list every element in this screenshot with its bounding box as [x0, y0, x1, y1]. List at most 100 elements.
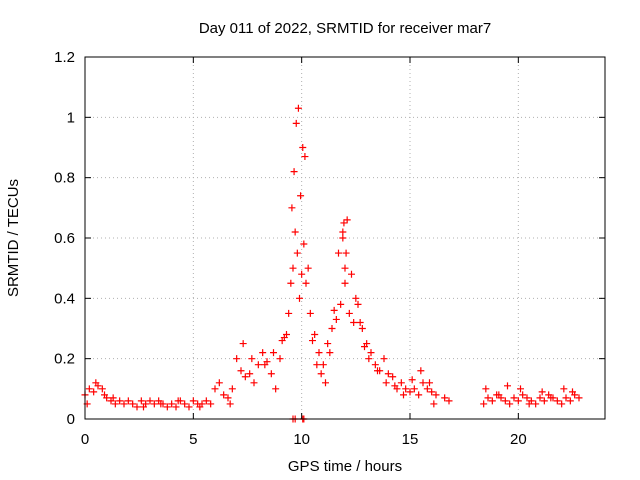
x-tick-label: 20 — [510, 431, 527, 448]
data-point — [423, 385, 431, 393]
x-tick-label: 15 — [402, 431, 419, 448]
y-tick-label: 0.8 — [54, 170, 75, 187]
data-point — [174, 397, 182, 405]
data-point — [538, 388, 546, 396]
data-point — [484, 394, 492, 402]
data-point — [367, 349, 375, 357]
data-point — [384, 370, 392, 378]
data-point — [293, 249, 301, 257]
data-point — [116, 397, 124, 405]
x-tick-label: 5 — [189, 431, 197, 448]
data-point — [417, 367, 425, 375]
data-point — [480, 400, 488, 408]
data-point — [241, 373, 249, 381]
data-point — [332, 315, 340, 323]
data-point — [558, 400, 566, 408]
data-point — [504, 382, 511, 390]
y-axis-title: SRMTID / TECUs — [5, 179, 22, 297]
data-point — [146, 397, 154, 405]
data-point — [140, 403, 147, 411]
data-point — [415, 391, 423, 399]
data-point — [569, 388, 576, 396]
data-point — [352, 294, 360, 302]
data-point — [285, 309, 293, 317]
data-point — [133, 403, 141, 411]
data-point — [301, 153, 309, 161]
data-point — [510, 394, 518, 402]
data-point — [85, 385, 93, 393]
data-point — [296, 294, 303, 302]
data-point — [365, 355, 373, 363]
data-point — [397, 379, 405, 387]
data-point — [348, 270, 355, 278]
data-point — [287, 279, 295, 287]
data-point — [317, 370, 325, 378]
data-point — [501, 397, 509, 405]
data-point — [313, 361, 321, 369]
data-point — [300, 240, 308, 248]
data-point — [315, 349, 323, 357]
data-point — [374, 367, 381, 375]
data-point — [246, 370, 254, 378]
chart-title: Day 011 of 2022, SRMTID for receiver mar… — [199, 20, 491, 37]
y-tick-label: 1.2 — [54, 49, 75, 66]
data-point — [575, 394, 583, 402]
data-point — [345, 309, 353, 317]
data-point — [278, 337, 286, 345]
data-point — [341, 279, 349, 287]
data-point — [410, 385, 418, 393]
data-point — [562, 394, 570, 402]
data-point — [207, 400, 215, 408]
data-point — [324, 340, 332, 348]
data-point — [339, 228, 347, 236]
data-point — [239, 340, 247, 348]
data-point — [224, 394, 232, 402]
data-point — [330, 306, 338, 314]
data-point — [358, 325, 366, 332]
data-point — [168, 400, 176, 408]
data-point — [488, 397, 496, 405]
data-point — [98, 385, 106, 393]
data-point — [517, 385, 524, 393]
data-point — [343, 216, 351, 224]
data-point — [428, 388, 436, 396]
data-point — [389, 373, 397, 381]
data-point — [220, 391, 228, 399]
data-point — [292, 119, 300, 127]
data-point — [419, 379, 427, 387]
y-tick-label: 0.4 — [54, 290, 75, 307]
data-point — [319, 361, 327, 369]
data-point — [250, 379, 258, 387]
data-point — [237, 367, 245, 375]
data-point — [328, 325, 336, 332]
data-point — [536, 394, 544, 402]
data-point — [326, 349, 334, 357]
data-point — [215, 379, 223, 387]
data-point — [495, 391, 503, 399]
data-point — [335, 249, 342, 257]
data-point — [254, 361, 262, 369]
data-point — [519, 391, 527, 399]
data-point — [311, 331, 319, 339]
data-point — [92, 379, 100, 387]
data-point — [276, 355, 284, 363]
data-point — [540, 397, 548, 405]
data-point — [322, 379, 329, 387]
data-point — [547, 394, 555, 402]
data-point — [566, 397, 574, 405]
data-point — [299, 144, 307, 151]
data-point — [306, 309, 314, 317]
data-point — [523, 394, 531, 402]
data-point — [163, 403, 171, 411]
data-point — [302, 279, 310, 287]
data-point — [361, 343, 368, 351]
data-point — [111, 400, 119, 408]
data-point — [272, 385, 280, 393]
data-point — [309, 337, 316, 345]
x-tick-label: 10 — [293, 431, 310, 448]
data-point — [181, 400, 189, 408]
data-point — [297, 192, 305, 200]
data-point — [380, 355, 388, 363]
